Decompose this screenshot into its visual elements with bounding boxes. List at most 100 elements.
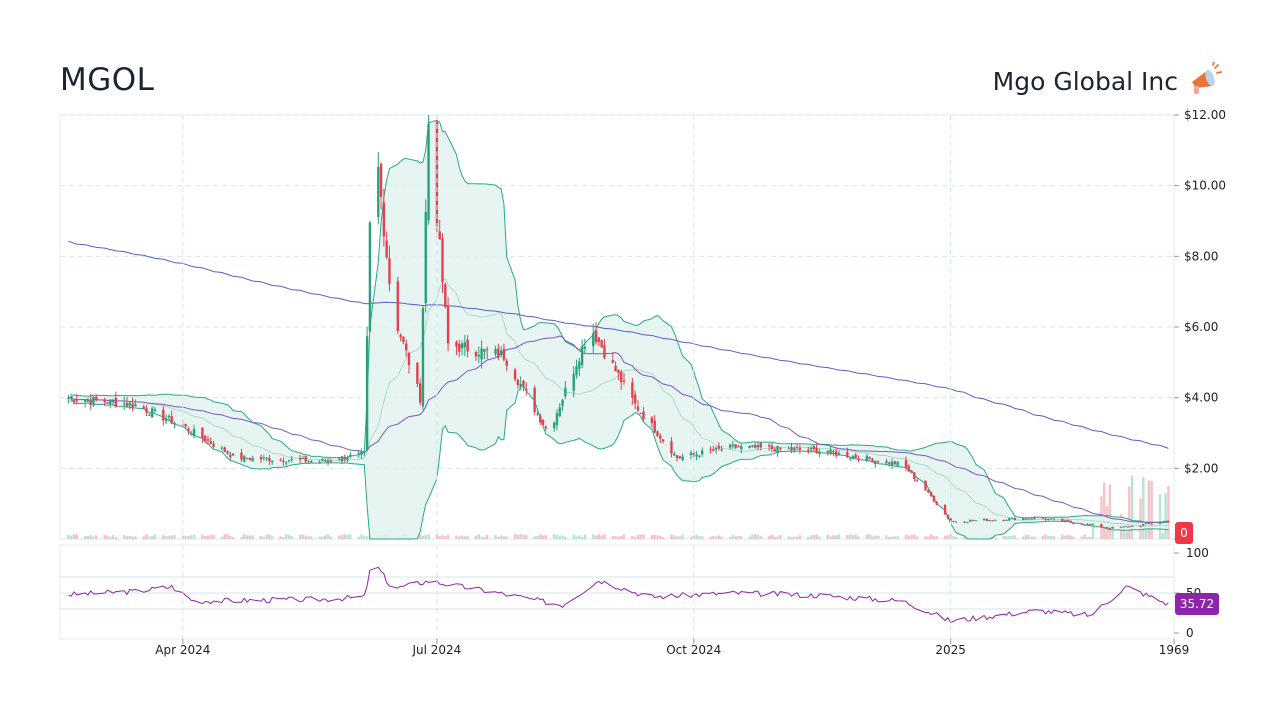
volume-bar	[779, 535, 782, 539]
candle-body	[201, 427, 204, 439]
candle-body	[1080, 523, 1084, 525]
volume-bar	[69, 535, 73, 539]
volume-bar	[1142, 476, 1145, 539]
candle-body	[301, 458, 305, 460]
volume-bar	[1144, 528, 1148, 539]
megaphone-icon	[1192, 62, 1222, 94]
candle-body	[516, 379, 520, 385]
volume-bar	[619, 535, 623, 539]
volume-bar	[661, 536, 665, 539]
candle-body	[220, 447, 224, 449]
candle-body	[173, 422, 176, 424]
candle-body	[92, 396, 95, 404]
candle-body	[340, 456, 344, 462]
candle-body	[460, 343, 464, 349]
candle-body	[499, 350, 503, 356]
volume-bar	[639, 534, 642, 539]
volume-bar	[932, 536, 936, 539]
candle-body	[329, 460, 333, 462]
time-tick-label: Oct 2024	[666, 643, 721, 657]
candle-body	[1119, 526, 1123, 528]
candle-body	[689, 452, 693, 456]
candle-body	[1139, 525, 1142, 527]
volume-bar	[522, 534, 525, 539]
candle-body	[681, 456, 684, 460]
volume-bar	[164, 536, 168, 539]
price-tick-label: $2.00	[1184, 461, 1218, 475]
candle-body	[474, 352, 478, 357]
volume-bar	[307, 536, 310, 539]
candle-body	[876, 461, 880, 463]
volume-bar	[675, 536, 679, 539]
candle-body	[927, 489, 930, 493]
volume-bar	[441, 535, 444, 539]
candle-body	[963, 521, 966, 523]
volume-bar	[340, 535, 344, 539]
candle-body	[728, 444, 732, 448]
candle-body	[734, 444, 737, 448]
candle-body	[935, 501, 938, 505]
candle-body	[709, 449, 712, 451]
volume-bar	[575, 536, 578, 539]
volume-bar	[1130, 475, 1134, 539]
volume-bar	[544, 535, 548, 539]
volume-bar	[773, 536, 776, 539]
volume-bar	[767, 536, 771, 539]
candle-body	[416, 362, 419, 385]
candle-body	[1061, 518, 1064, 522]
candle-body	[848, 457, 852, 459]
volume-bar	[832, 535, 835, 539]
bollinger-bands	[68, 119, 1169, 540]
volume-bar	[851, 535, 855, 539]
candle-body	[1008, 518, 1011, 521]
volume-bar	[642, 534, 645, 539]
volume-bar	[536, 535, 539, 539]
candle-body	[597, 337, 601, 342]
volume-bar	[633, 536, 637, 539]
volume-bar	[265, 534, 268, 539]
volume-bar	[418, 534, 422, 539]
candle-body	[368, 222, 372, 332]
candle-body	[756, 445, 760, 448]
volume-bar	[162, 534, 165, 539]
volume-bar	[245, 535, 249, 539]
candle-body	[675, 455, 679, 459]
volume-bar	[622, 534, 626, 539]
volume-bar	[846, 535, 849, 539]
volume-bar	[1044, 534, 1047, 539]
time-grid	[182, 115, 952, 639]
volume-bar	[709, 536, 712, 539]
volume-bar	[337, 535, 341, 539]
volume-bar	[516, 534, 520, 539]
candle-body	[1167, 521, 1170, 523]
volume-bar	[1111, 524, 1114, 539]
volume-bar	[818, 536, 821, 539]
volume-bar	[1103, 482, 1106, 539]
volume-bar	[72, 534, 76, 539]
candle-body	[955, 521, 958, 523]
volume-bar	[793, 536, 796, 539]
candle-body	[248, 457, 252, 460]
candle-body	[988, 520, 991, 522]
volume-bar	[1164, 493, 1167, 539]
bollinger-upper-line	[68, 119, 1169, 524]
volume-bar	[885, 535, 888, 539]
volume-bar	[109, 536, 112, 539]
candle-body	[619, 371, 623, 383]
candle-body	[405, 343, 408, 351]
candle-body	[153, 409, 157, 411]
candle-body	[103, 399, 106, 403]
rsi-grid	[60, 576, 1174, 610]
candle-body	[95, 396, 98, 400]
candle-body	[698, 455, 701, 457]
volume-bar	[929, 534, 933, 539]
candle-body	[1105, 527, 1109, 529]
volume-bar	[659, 535, 662, 539]
volume-bar	[611, 536, 615, 539]
volume-bar	[748, 536, 751, 539]
time-axis: Apr 2024 Jul 2024 Oct 2024 2025 1969	[155, 639, 1189, 657]
candle-body	[388, 258, 391, 285]
volume-bar	[754, 534, 757, 539]
volume-bar	[865, 534, 869, 539]
volume-bar	[1041, 535, 1044, 539]
